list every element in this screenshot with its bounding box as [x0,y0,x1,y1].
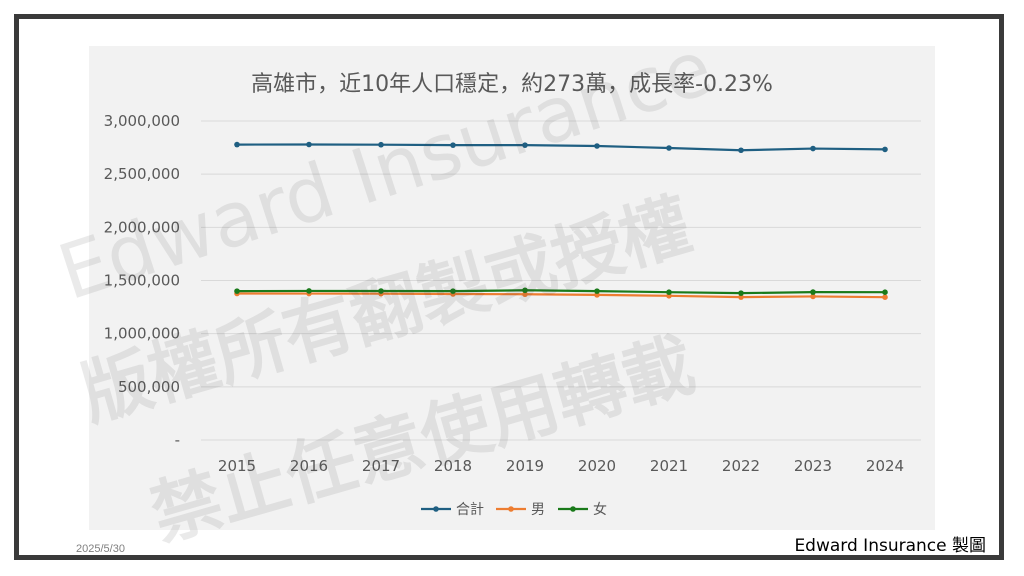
series-line [236,292,886,299]
brand-credit: Edward Insurance 製圖 [794,536,986,556]
data-point [594,288,600,294]
data-point [522,291,528,298]
data-point [234,288,240,294]
x-tick-label: 2022 [722,457,760,475]
data-point [234,141,240,148]
legend-marker [570,506,576,512]
y-tick-label: - [175,431,180,449]
legend-label: 女 [593,501,607,518]
data-point [522,142,528,148]
data-point [738,290,744,296]
y-tick-label: 3,000,000 [104,112,180,130]
x-tick-label: 2020 [578,457,616,475]
chart-panel [89,46,935,530]
x-tick-label: 2016 [290,457,328,475]
x-tick-label: 2023 [794,457,832,475]
data-point [810,145,816,152]
data-point [810,289,816,295]
data-point [666,289,672,295]
legend: 合計 男 女 [421,501,607,518]
data-point [306,141,312,148]
series-group [234,141,888,300]
x-tick-label: 2024 [866,457,904,475]
legend-marker [508,506,514,512]
data-point [450,142,456,148]
y-tick-label: 1,500,000 [104,272,180,290]
chart-title: 高雄市，近10年人口穩定，約273萬，成長率-0.23% [251,72,773,97]
x-tick-label: 2015 [218,457,256,475]
date-label: 2025/5/30 [76,543,125,555]
legend-label: 合計 [456,502,484,518]
data-point [666,145,672,151]
data-point [738,147,744,154]
data-point [306,288,312,294]
gridlines [201,120,921,441]
data-point [882,294,888,300]
data-point [450,288,456,294]
legend-marker [433,506,439,512]
series-line [236,143,886,152]
data-point [810,293,816,300]
y-tick-label: 500,000 [118,378,180,396]
data-point [882,146,888,153]
y-tick-label: 2,000,000 [104,218,180,236]
x-axis-labels: 2015 2016 2017 2018 2019 2020 2021 2022 2023 2024 [218,457,904,475]
data-point [522,287,528,294]
data-point [378,288,384,294]
data-point [594,143,600,149]
y-tick-label: 1,000,000 [104,325,180,343]
data-point [378,141,384,148]
data-point [738,294,744,300]
y-tick-label: 2,500,000 [104,165,180,183]
series-line [236,289,886,295]
x-tick-label: 2019 [506,457,544,475]
legend-label: 男 [531,502,545,518]
x-tick-label: 2018 [434,457,472,475]
data-point [882,289,888,295]
x-tick-label: 2017 [362,457,400,475]
x-tick-label: 2021 [650,457,688,475]
y-axis-labels: 3,000,000 2,500,000 2,000,000 1,500,000 1,00… [104,112,180,449]
